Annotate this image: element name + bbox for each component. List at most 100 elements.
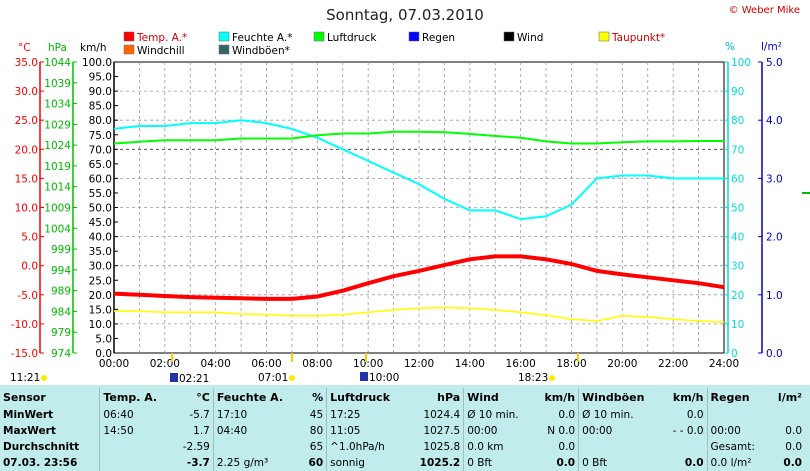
stats-header-3: Feuchte A. — [212, 388, 302, 407]
wind-axis-tick-label: 80.0 — [89, 115, 112, 127]
chart-title: Sonntag, 07.03.2010 — [326, 6, 484, 24]
temp-axis-tick-label: 35.0 — [15, 57, 38, 69]
temp-axis-tick-label: 25.0 — [15, 115, 38, 127]
stats-cell: 17:25 — [326, 407, 407, 423]
stats-cell: 1025.8 — [423, 441, 461, 453]
wind-axis-tick-label: 50.0 — [89, 203, 112, 215]
rain-axis-tick-label: 3.0 — [766, 173, 783, 185]
pressure-axis-tick-label: 1019 — [44, 161, 71, 173]
wind-axis-tick-label: 100.0 — [82, 57, 112, 69]
stats-row: Durchschnitt -2.59 65 ^1.0hPa/h 1025.8 0.0 km… — [0, 439, 805, 455]
pressure-axis-tick-label: 999 — [51, 244, 71, 256]
x-tick-label: 00:00 — [99, 358, 129, 370]
humidity-axis-tick-label: 20 — [731, 290, 744, 302]
temp-axis-tick-label: 10.0 — [15, 203, 38, 215]
legend-swatch-temp — [123, 31, 135, 42]
marker-label: 10:00 — [369, 372, 399, 384]
stats-cell — [99, 439, 173, 455]
wind-axis-tick-label: 20.0 — [89, 290, 112, 302]
wind-axis-tick-label: 65.0 — [89, 159, 112, 171]
marker-label: 07:01 — [258, 372, 288, 384]
legend-swatch-dewpoint — [598, 31, 610, 42]
stats-cell — [706, 407, 769, 423]
wind-axis-tick-label: 40.0 — [89, 232, 112, 244]
legend-label-windchill: Windchill — [137, 45, 185, 57]
wind-axis-tick-label: 15.0 — [89, 304, 112, 316]
x-tick-label: 08:00 — [302, 358, 332, 370]
stats-row: MaxWert 14:50 1.7 04:40 80 11:05 1027.5 00:00 N … — [0, 423, 805, 439]
x-tick-label: 24:00 — [709, 358, 739, 370]
humidity-axis-tick-label: 10 — [731, 319, 744, 331]
rain-axis-tick-label: 0.0 — [766, 348, 783, 360]
stats-cell: 00:00 — [463, 423, 534, 439]
x-tick-label: 22:00 — [658, 358, 688, 370]
temp-axis-tick-label: 30.0 — [15, 86, 38, 98]
marker-label: 18:23 — [518, 372, 548, 384]
stats-cell: -2.59 — [182, 441, 210, 453]
legend-swatch-rain — [408, 31, 420, 42]
x-tick-label: 06:00 — [251, 358, 281, 370]
rain-axis-unit: l/m² — [761, 41, 782, 53]
pressure-axis-tick-label: 994 — [51, 265, 71, 277]
marker-icon — [360, 372, 368, 381]
stats-header-2: °C — [196, 391, 210, 404]
x-tick-label: 20:00 — [607, 358, 637, 370]
rain-axis-tick-label: 4.0 — [766, 115, 783, 127]
stats-cell — [212, 439, 302, 455]
stats-header-1: Temp. A. — [99, 388, 173, 407]
x-tick-label: 02:00 — [150, 358, 180, 370]
stats-cell: 0.0 l/m² — [706, 455, 769, 471]
humidity-axis-tick-label: 50 — [731, 203, 744, 215]
rain-axis-tick-label: 5.0 — [766, 57, 783, 69]
marker-label-sunrise: 11:21 — [10, 372, 40, 384]
x-tick-label: 14:00 — [455, 358, 485, 370]
humidity-axis-tick-label: 100 — [731, 57, 751, 69]
stats-cell: sonnig — [326, 455, 407, 471]
stats-cell: 00:00 — [706, 423, 769, 439]
pressure-axis-tick-label: 1039 — [44, 78, 71, 90]
stats-header-12: l/m² — [777, 391, 802, 404]
wind-axis-tick-label: 10.0 — [89, 319, 112, 331]
rain-axis-tick-label: 1.0 — [766, 290, 783, 302]
stats-cell: MinWert — [3, 409, 54, 421]
stats-cell: MaxWert — [3, 425, 56, 437]
pressure-axis-tick-label: 1034 — [44, 99, 71, 111]
legend-swatch-windchill — [123, 44, 135, 55]
pressure-axis-tick-label: 974 — [51, 348, 71, 360]
stats-cell: 11:05 — [326, 423, 407, 439]
stats-cell: - - 0.0 — [672, 425, 704, 437]
wind-axis-tick-label: 95.0 — [89, 72, 112, 84]
wind-axis-tick-label: 25.0 — [89, 275, 112, 287]
legend-label-humidity: Feuchte A.* — [232, 32, 293, 44]
stats-cell: N 0.0 — [547, 425, 576, 437]
stats-cell: 0.0 — [785, 441, 802, 453]
stats-cell: 1024.4 — [423, 409, 461, 421]
stats-row: 07.03. 23:56 -3.7 2.25 g/m³ 60 sonnig 1025.2 0… — [0, 455, 805, 471]
legend-swatch-pressure — [313, 31, 325, 42]
pressure-axis-tick-label: 989 — [51, 286, 71, 298]
stats-cell: 0 Bft — [463, 455, 534, 471]
humidity-axis-unit: % — [725, 41, 735, 53]
series-line-temp — [113, 254, 725, 301]
stats-cell: 80 — [309, 425, 324, 437]
wind-axis-tick-label: 5.0 — [95, 333, 112, 345]
stats-cell: 2.25 g/m³ — [212, 455, 302, 471]
pressure-axis-tick-label: 1009 — [44, 203, 71, 215]
stats-cell: 0.0 — [684, 457, 704, 469]
humidity-axis-tick-label: 0 — [731, 348, 738, 360]
wind-axis-tick-label: 85.0 — [89, 101, 112, 113]
stats-header-10: km/h — [672, 391, 704, 404]
humidity-axis-tick-label: 80 — [731, 115, 744, 127]
marker-label: 02:21 — [179, 373, 209, 385]
temp-axis-tick-label: 20.0 — [15, 144, 38, 156]
stats-cell: Ø 10 min. — [463, 407, 534, 423]
wind-axis-tick-label: 30.0 — [89, 261, 112, 273]
wind-axis-tick-label: 75.0 — [89, 130, 112, 142]
sun-icon — [289, 375, 295, 381]
stats-cell: Gesamt: — [706, 439, 769, 455]
marker-icon — [170, 373, 178, 382]
stats-cell: -5.7 — [189, 409, 210, 421]
stats-cell — [99, 455, 173, 471]
stats-cell: 0.0 — [558, 409, 576, 421]
